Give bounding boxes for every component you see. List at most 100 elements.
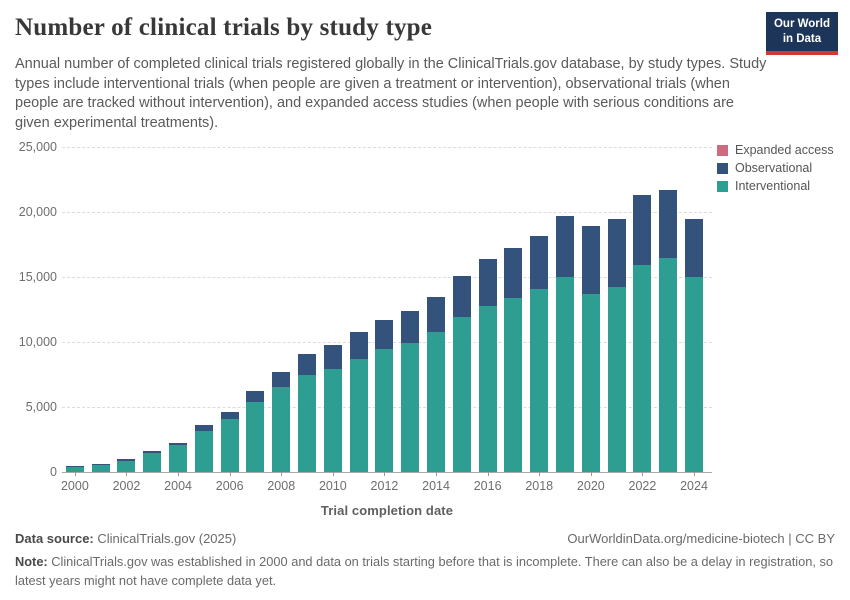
rights-link[interactable]: OurWorldinData.org/medicine-biotech | CC… [567, 531, 835, 546]
segment-observational-2001[interactable] [91, 463, 110, 465]
bar-group-2001 [88, 147, 114, 472]
segment-observational-2014[interactable] [427, 296, 446, 332]
segment-observational-2015[interactable] [452, 276, 471, 318]
segment-interventional-2022[interactable] [633, 264, 652, 472]
x-axis-tick [332, 472, 334, 476]
segment-observational-2008[interactable] [272, 371, 291, 387]
bar-2007[interactable] [246, 147, 265, 472]
bar-2017[interactable] [504, 147, 523, 472]
bar-2018[interactable] [530, 147, 549, 472]
bar-2013[interactable] [401, 147, 420, 472]
bar-2024[interactable] [685, 147, 704, 472]
y-axis-tick-label: 5,000 [25, 400, 57, 414]
bar-2003[interactable] [143, 147, 162, 472]
segment-observational-2022[interactable] [633, 195, 652, 265]
segment-observational-2017[interactable] [504, 247, 523, 298]
legend-item-interventional[interactable]: Interventional [717, 177, 834, 195]
x-axis-tick [694, 472, 696, 476]
bar-group-2008: 2008 [267, 147, 295, 493]
bar-2001[interactable] [91, 147, 110, 472]
segment-interventional-2017[interactable] [504, 297, 523, 472]
segment-observational-2016[interactable] [478, 259, 497, 306]
bar-2004[interactable] [169, 147, 188, 472]
segment-interventional-2018[interactable] [530, 288, 549, 472]
segment-interventional-2020[interactable] [581, 293, 600, 472]
segment-interventional-2014[interactable] [427, 331, 446, 472]
segment-interventional-2001[interactable] [91, 464, 110, 472]
segment-interventional-2008[interactable] [272, 386, 291, 472]
segment-observational-2012[interactable] [375, 319, 394, 349]
bar-2006[interactable] [220, 147, 239, 472]
segment-interventional-2013[interactable] [401, 342, 420, 472]
bar-2011[interactable] [349, 147, 368, 472]
segment-observational-2021[interactable] [607, 218, 626, 288]
legend-item-expanded-access[interactable]: Expanded access [717, 141, 834, 159]
x-axis-tick-label: 2010 [318, 479, 347, 493]
bar-2002[interactable] [117, 147, 136, 472]
bar-2020[interactable] [581, 147, 600, 472]
bar-group-2017 [501, 147, 527, 472]
segment-interventional-2012[interactable] [375, 348, 394, 472]
bar-2012[interactable] [375, 147, 394, 472]
gridline [62, 277, 712, 278]
segment-interventional-2019[interactable] [556, 277, 575, 472]
bar-2008[interactable] [272, 147, 291, 472]
segment-interventional-2003[interactable] [143, 453, 162, 472]
segment-observational-2007[interactable] [246, 391, 265, 403]
segment-interventional-2016[interactable] [478, 305, 497, 472]
bar-group-2003 [139, 147, 165, 472]
segment-observational-2002[interactable] [117, 459, 136, 461]
segment-interventional-2002[interactable] [117, 460, 136, 472]
bar-2022[interactable] [633, 147, 652, 472]
segment-observational-2018[interactable] [530, 236, 549, 289]
gridline [62, 147, 712, 148]
segment-interventional-2011[interactable] [349, 358, 368, 472]
bar-2009[interactable] [298, 147, 317, 472]
segment-observational-2011[interactable] [349, 331, 368, 359]
segment-observational-2003[interactable] [143, 451, 162, 454]
owid-logo[interactable]: Our World in Data [765, 12, 838, 55]
segment-observational-2009[interactable] [298, 354, 317, 375]
segment-interventional-2024[interactable] [685, 277, 704, 472]
segment-observational-2006[interactable] [220, 412, 239, 419]
x-axis-line [62, 472, 712, 473]
x-axis-tick [384, 472, 386, 476]
segment-observational-2023[interactable] [659, 189, 678, 258]
x-axis-tick-label: 2022 [628, 479, 657, 493]
bar-2019[interactable] [556, 147, 575, 472]
segment-observational-2000[interactable] [65, 466, 84, 468]
bar-2021[interactable] [607, 147, 626, 472]
bar-group-2023 [655, 147, 681, 472]
segment-interventional-2009[interactable] [298, 374, 317, 472]
segment-observational-2004[interactable] [169, 442, 188, 446]
segment-observational-2024[interactable] [685, 218, 704, 277]
segment-interventional-2021[interactable] [607, 287, 626, 472]
bar-2014[interactable] [427, 147, 446, 472]
plot-area: 2000 2002 2004 2006 2008 2010 2012 2014 2016 2018… [61, 147, 712, 493]
legend-label: Interventional [735, 179, 811, 193]
segment-interventional-2000[interactable] [65, 467, 84, 472]
legend-item-observational[interactable]: Observational [717, 159, 834, 177]
legend: Expanded access Observational Intervention… [717, 141, 834, 195]
bar-2005[interactable] [194, 147, 213, 472]
bar-2000[interactable] [65, 147, 84, 472]
segment-interventional-2015[interactable] [452, 317, 471, 472]
segment-observational-2010[interactable] [323, 344, 342, 370]
segment-interventional-2007[interactable] [246, 402, 265, 472]
bar-2016[interactable] [478, 147, 497, 472]
segment-observational-2013[interactable] [401, 310, 420, 343]
bar-2010[interactable] [323, 147, 342, 472]
segment-observational-2005[interactable] [194, 424, 213, 431]
segment-observational-2020[interactable] [581, 226, 600, 294]
segment-interventional-2010[interactable] [323, 369, 342, 472]
segment-interventional-2005[interactable] [194, 430, 213, 472]
segment-interventional-2023[interactable] [659, 257, 678, 472]
bar-group-2013 [397, 147, 423, 472]
bar-2023[interactable] [659, 147, 678, 472]
segment-interventional-2006[interactable] [220, 418, 239, 472]
bar-2015[interactable] [452, 147, 471, 472]
bar-group-2019 [552, 147, 578, 472]
segment-interventional-2004[interactable] [169, 445, 188, 472]
segment-observational-2019[interactable] [556, 215, 575, 277]
